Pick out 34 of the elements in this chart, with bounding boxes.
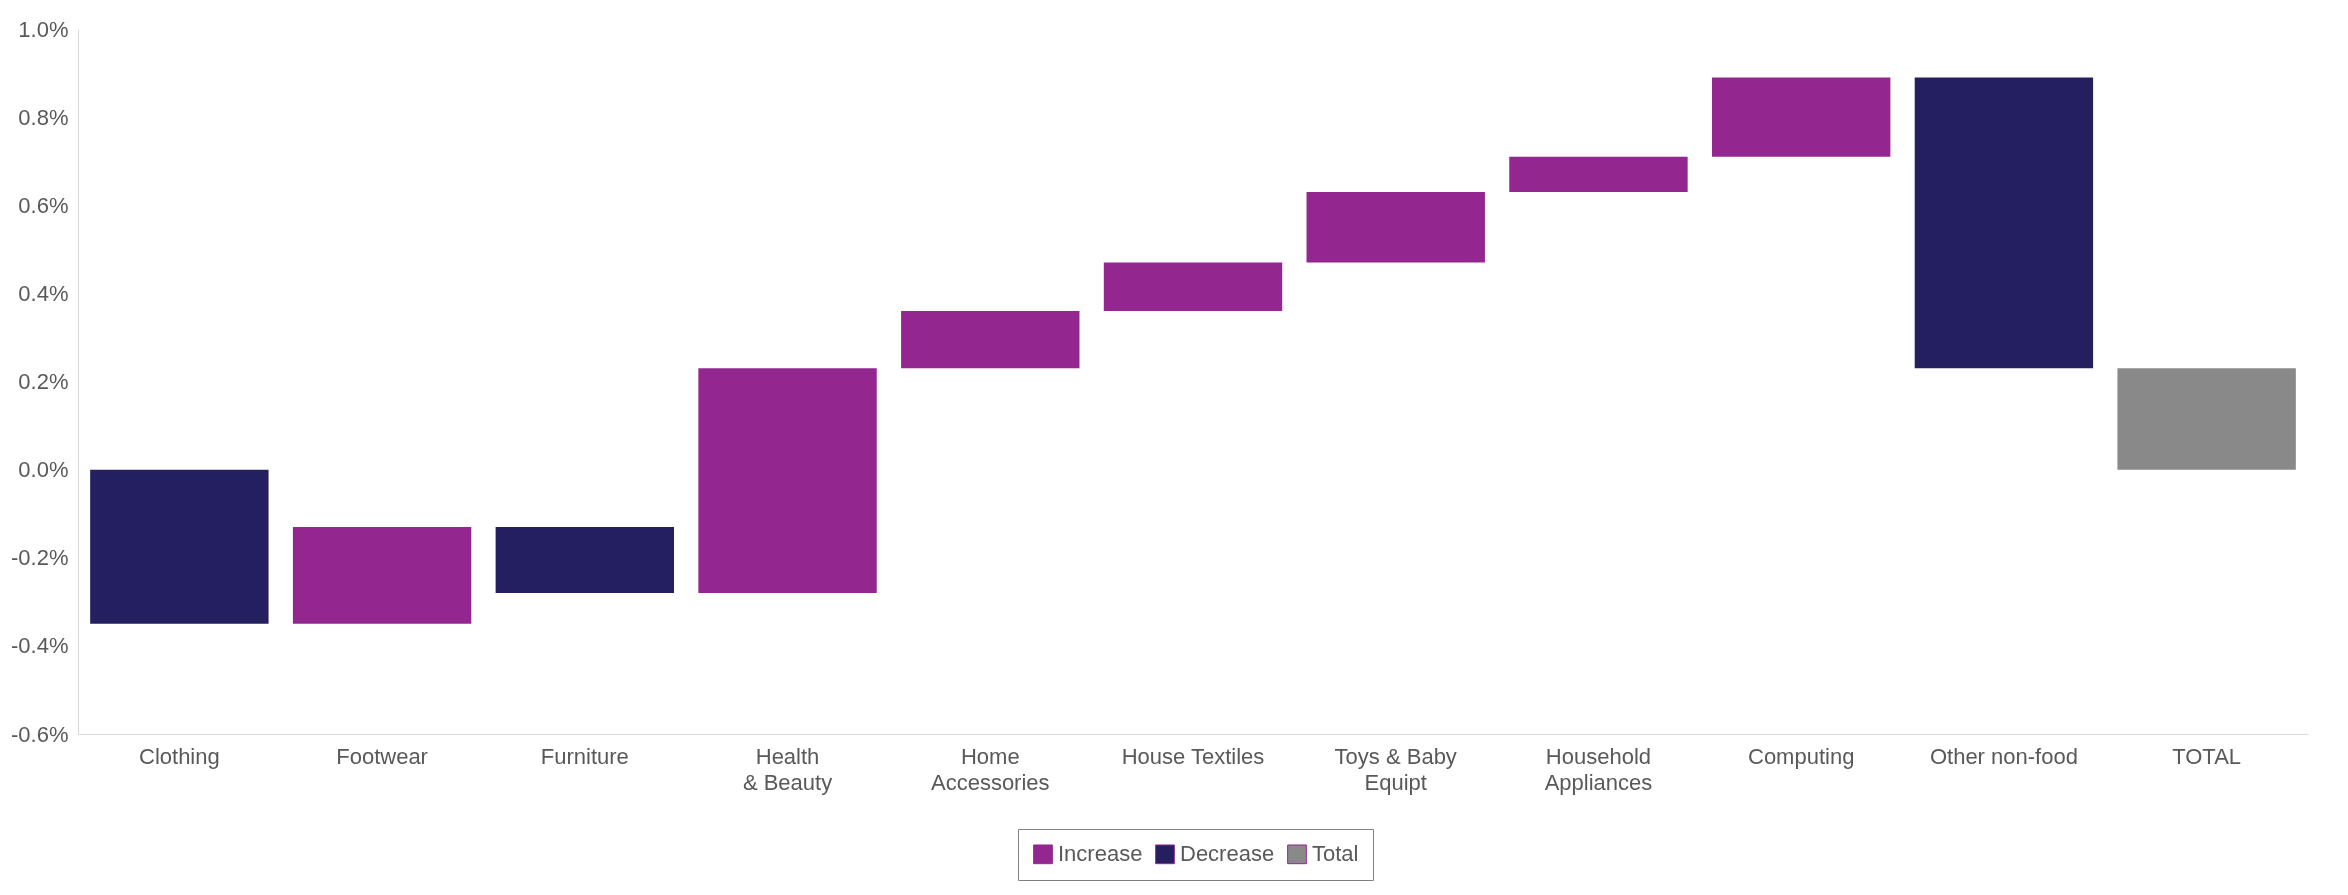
- x-tick-label: Other non-food: [1929, 743, 2078, 769]
- legend-label: Total: [1312, 841, 1359, 867]
- x-tick-label: Health & Beauty: [742, 743, 833, 795]
- bar: [901, 311, 1080, 369]
- x-tick-label: Footwear: [336, 743, 428, 769]
- y-tick-label: 0.6%: [18, 192, 69, 218]
- y-tick-label: 0.2%: [18, 369, 69, 394]
- x-tick-label: Computing: [1747, 743, 1855, 769]
- y-tick-label: 0.0%: [18, 457, 69, 483]
- x-tick-label: Toys & Baby Equipt: [1334, 743, 1457, 795]
- x-tick-label: Clothing: [139, 743, 220, 769]
- bar: [2117, 368, 2296, 470]
- y-tick-label: 0.4%: [18, 280, 69, 306]
- bar: [1103, 262, 1283, 311]
- bar: [292, 526, 472, 624]
- bar: [495, 526, 675, 593]
- bar: [1711, 77, 1891, 157]
- legend-label: Decrease: [1180, 841, 1275, 867]
- bar: [1509, 156, 1688, 193]
- y-tick-label: -0.2%: [11, 545, 69, 571]
- y-tick-label: -0.6%: [11, 721, 69, 747]
- bar: [1914, 77, 2094, 369]
- x-tick-label: TOTAL: [2172, 743, 2242, 769]
- legend-label: Increase: [1058, 841, 1143, 867]
- x-tick-label: House Textiles: [1121, 743, 1265, 769]
- bar: [1306, 192, 1485, 263]
- bar: [90, 469, 269, 624]
- x-tick-label: Household Appliances: [1544, 743, 1653, 795]
- y-tick-label: -0.4%: [11, 633, 69, 659]
- y-tick-label: 0.8%: [18, 104, 69, 130]
- x-tick-label: Furniture: [540, 743, 629, 769]
- x-tick-label: Home Accessories: [930, 743, 1050, 795]
- bar: [698, 368, 877, 593]
- y-tick-label: 1.0%: [18, 16, 69, 42]
